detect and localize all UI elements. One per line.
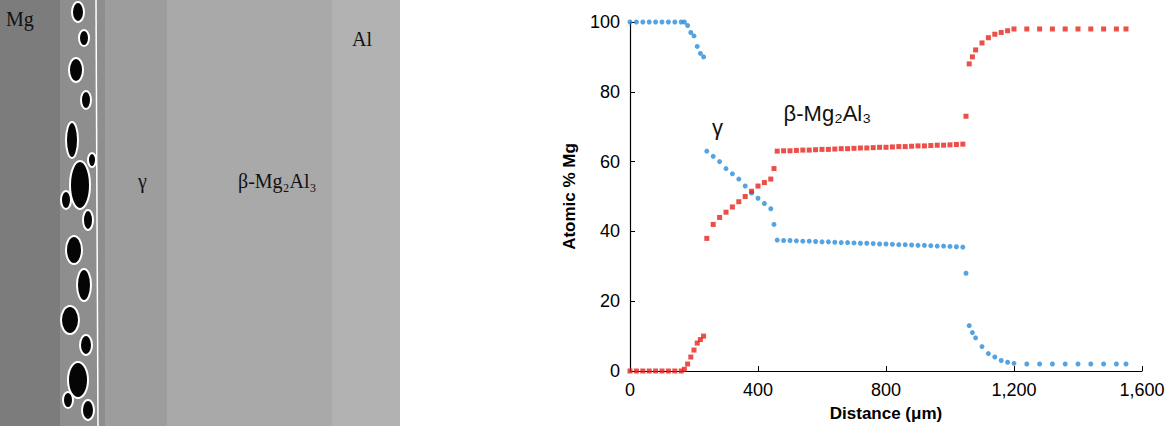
svg-text:Distance (μm): Distance (μm) (830, 404, 942, 423)
svg-text:100: 100 (590, 12, 620, 32)
svg-text:Atomic % Mg: Atomic % Mg (560, 143, 579, 250)
svg-text:0: 0 (625, 380, 635, 400)
svg-text:800: 800 (871, 380, 901, 400)
svg-text:Mg: Mg (6, 8, 34, 31)
svg-text:80: 80 (600, 82, 620, 102)
svg-text:Al: Al (352, 28, 372, 50)
svg-text:40: 40 (600, 221, 620, 241)
svg-text:1,600: 1,600 (1119, 380, 1164, 400)
svg-text:1,200: 1,200 (991, 380, 1036, 400)
svg-text:γ: γ (137, 170, 147, 193)
svg-text:60: 60 (600, 152, 620, 172)
svg-text:400: 400 (743, 380, 773, 400)
svg-text:β-Mg₂Al₃: β-Mg₂Al₃ (238, 170, 317, 193)
svg-text:β-Mg₂Al₃: β-Mg₂Al₃ (784, 101, 872, 126)
svg-text:20: 20 (600, 291, 620, 311)
svg-text:0: 0 (610, 361, 620, 381)
svg-text:γ: γ (712, 115, 723, 140)
